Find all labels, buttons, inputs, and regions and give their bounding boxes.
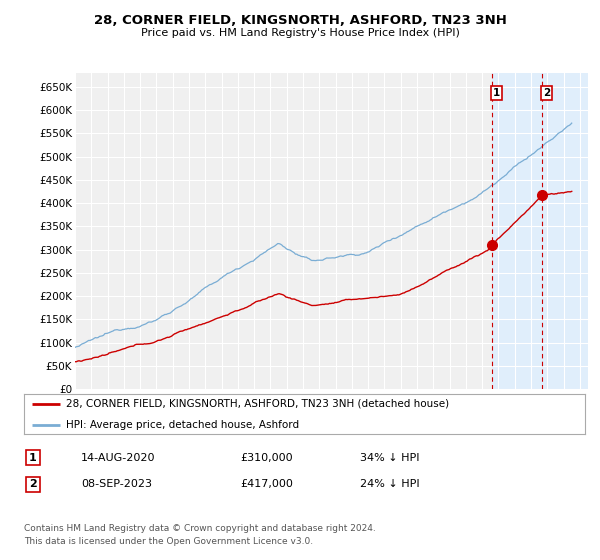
Text: £417,000: £417,000 xyxy=(240,479,293,489)
Bar xyxy=(492,73,588,389)
Text: 1: 1 xyxy=(29,452,37,463)
Text: 28, CORNER FIELD, KINGSNORTH, ASHFORD, TN23 3NH (detached house): 28, CORNER FIELD, KINGSNORTH, ASHFORD, T… xyxy=(66,399,449,409)
Text: Price paid vs. HM Land Registry's House Price Index (HPI): Price paid vs. HM Land Registry's House … xyxy=(140,28,460,38)
Text: 2: 2 xyxy=(543,88,550,97)
Text: Contains HM Land Registry data © Crown copyright and database right 2024.
This d: Contains HM Land Registry data © Crown c… xyxy=(24,524,376,546)
Text: 14-AUG-2020: 14-AUG-2020 xyxy=(81,452,155,463)
Text: 1: 1 xyxy=(493,88,500,97)
Text: £310,000: £310,000 xyxy=(240,452,293,463)
Text: 28, CORNER FIELD, KINGSNORTH, ASHFORD, TN23 3NH: 28, CORNER FIELD, KINGSNORTH, ASHFORD, T… xyxy=(94,14,506,27)
Text: HPI: Average price, detached house, Ashford: HPI: Average price, detached house, Ashf… xyxy=(66,420,299,430)
Text: 2: 2 xyxy=(29,479,37,489)
Text: 08-SEP-2023: 08-SEP-2023 xyxy=(81,479,152,489)
Text: 34% ↓ HPI: 34% ↓ HPI xyxy=(360,452,419,463)
Text: 24% ↓ HPI: 24% ↓ HPI xyxy=(360,479,419,489)
